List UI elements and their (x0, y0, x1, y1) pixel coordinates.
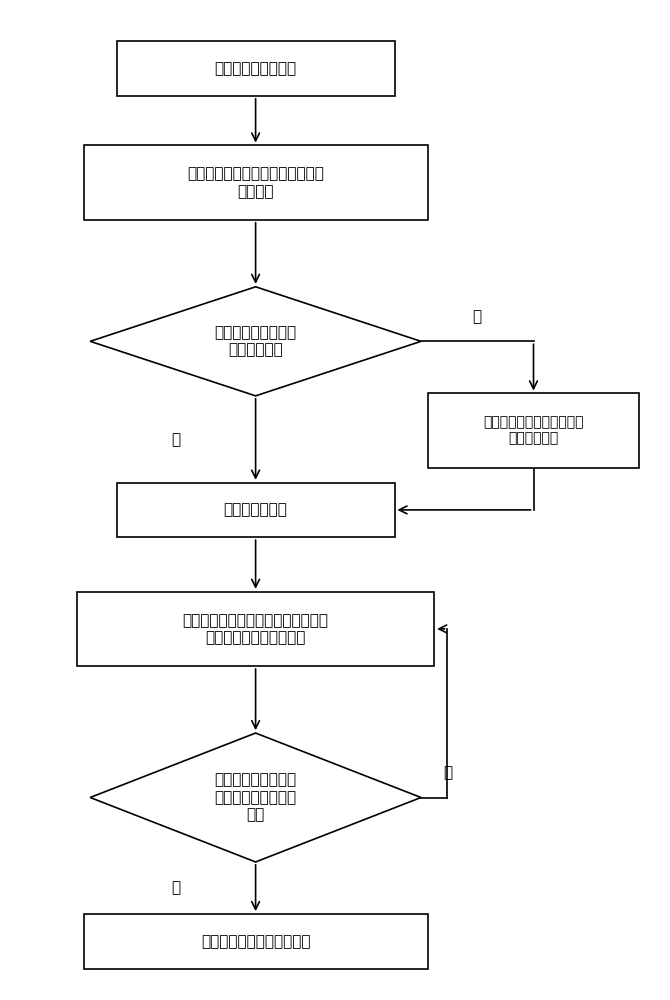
Text: 否: 否 (473, 309, 482, 324)
FancyBboxPatch shape (117, 483, 395, 537)
FancyBboxPatch shape (77, 592, 434, 666)
Text: 判断小分析靶标是否
符合匹配原则: 判断小分析靶标是否 符合匹配原则 (214, 325, 297, 358)
Text: 是: 是 (172, 880, 181, 895)
Text: 否: 否 (443, 765, 452, 780)
Text: 小分子靶标结构分析: 小分子靶标结构分析 (214, 61, 297, 76)
Text: 判断目标小分子靶标
与核酸分子是否对接
成功: 判断目标小分子靶标 与核酸分子是否对接 成功 (214, 773, 297, 822)
Polygon shape (90, 733, 421, 862)
FancyBboxPatch shape (84, 914, 427, 969)
Text: 目标小分子靶标: 目标小分子靶标 (224, 502, 287, 517)
FancyBboxPatch shape (84, 145, 427, 220)
Text: 是: 是 (172, 432, 181, 447)
Text: 核酸分子为初选核酸适配体: 核酸分子为初选核酸适配体 (201, 934, 310, 949)
Text: 在小分子化合物库中对小分子靶标
进行筛选: 在小分子化合物库中对小分子靶标 进行筛选 (187, 166, 324, 199)
Text: 目标小分子靶标在核酸分子数据库中
与核酸分子进行分子对接: 目标小分子靶标在核酸分子数据库中 与核酸分子进行分子对接 (183, 613, 328, 645)
FancyBboxPatch shape (427, 393, 639, 468)
Polygon shape (90, 287, 421, 396)
FancyBboxPatch shape (117, 41, 395, 96)
Text: 根据小分子靶标结构式进行
分子结构构建: 根据小分子靶标结构式进行 分子结构构建 (483, 415, 584, 446)
